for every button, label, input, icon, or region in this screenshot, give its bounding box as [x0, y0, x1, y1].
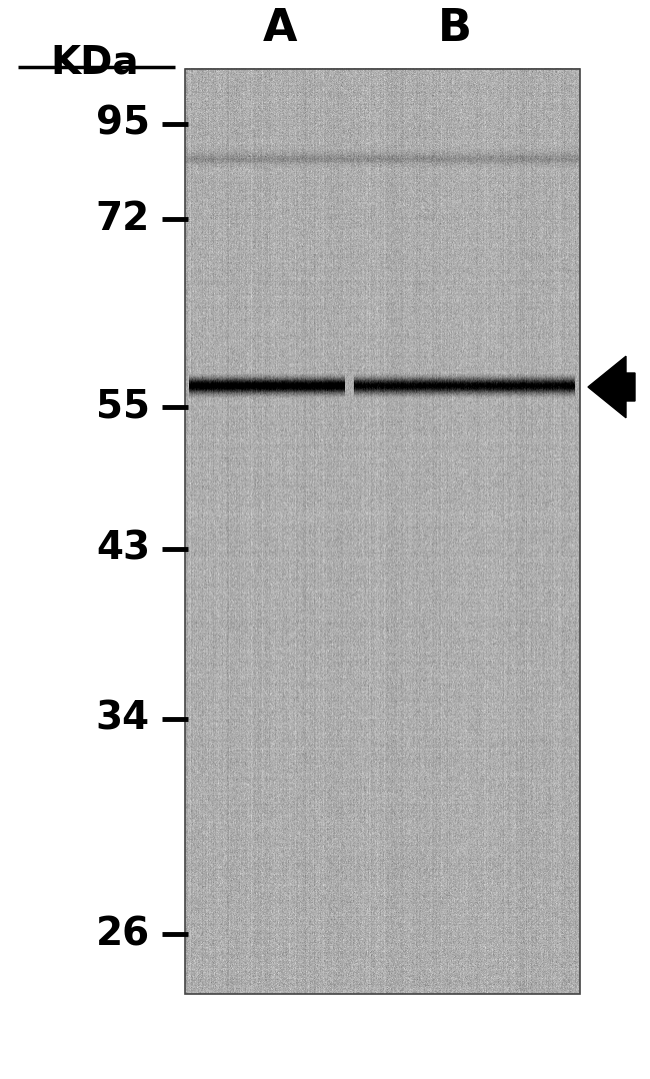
Text: 55: 55	[96, 388, 150, 426]
FancyArrow shape	[588, 356, 635, 418]
Text: 95: 95	[96, 105, 150, 144]
Text: 72: 72	[96, 200, 150, 238]
Text: B: B	[438, 8, 472, 51]
Text: 43: 43	[96, 530, 150, 568]
Text: 34: 34	[96, 700, 150, 738]
Text: A: A	[263, 8, 297, 51]
Text: 26: 26	[96, 915, 150, 953]
Bar	[185, 69, 580, 994]
Text: KDa: KDa	[51, 44, 139, 82]
